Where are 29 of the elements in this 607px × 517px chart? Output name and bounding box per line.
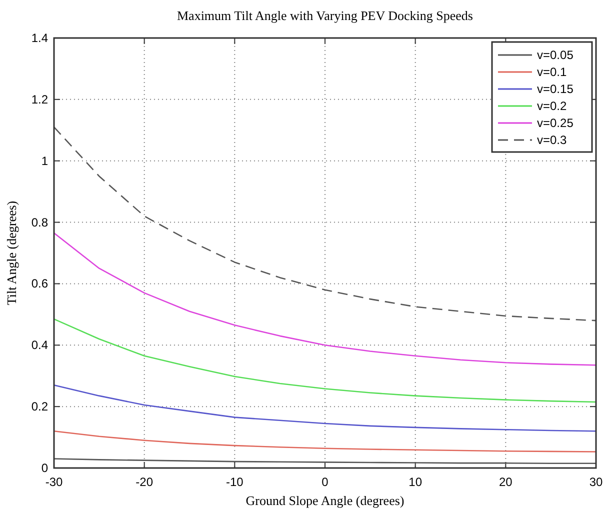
chart-title: Maximum Tilt Angle with Varying PEV Docking Speeds <box>176 8 474 23</box>
x-tick-label: 20 <box>498 475 513 489</box>
x-tick-label: -30 <box>45 475 63 489</box>
x-tick-label: -10 <box>226 475 244 489</box>
line-series <box>53 430 597 452</box>
y-tick-label: 0 <box>41 461 48 475</box>
x-tick-label: 0 <box>322 475 329 489</box>
line-series <box>53 232 597 366</box>
x-axis-title: Ground Slope Angle (degrees) <box>246 493 404 508</box>
y-tick-label: 1.4 <box>31 31 48 45</box>
legend-label: v=0.3 <box>537 133 568 147</box>
y-tick-label: 0.2 <box>31 400 48 414</box>
x-tick-label: -20 <box>136 475 154 489</box>
legend-label: v=0.25 <box>537 116 574 130</box>
legend-label: v=0.15 <box>537 82 574 96</box>
y-tick-label: 0.4 <box>31 338 48 352</box>
line-series <box>53 384 597 432</box>
y-tick-label: 0.8 <box>31 215 48 230</box>
line-series <box>53 318 597 403</box>
legend-label: v=0.2 <box>537 99 568 113</box>
legend-label: v=0.05 <box>537 48 574 62</box>
y-axis-title: Tilt Angle (degrees) <box>4 200 19 306</box>
y-tick-label: 1 <box>41 154 48 168</box>
legend-label: v=0.1 <box>537 65 568 79</box>
line-series <box>53 126 597 322</box>
x-tick-label: 10 <box>408 475 422 489</box>
y-tick-label: 0.6 <box>31 276 48 291</box>
y-tick-label: 1.2 <box>31 92 48 106</box>
x-tick-label: 30 <box>589 475 603 489</box>
